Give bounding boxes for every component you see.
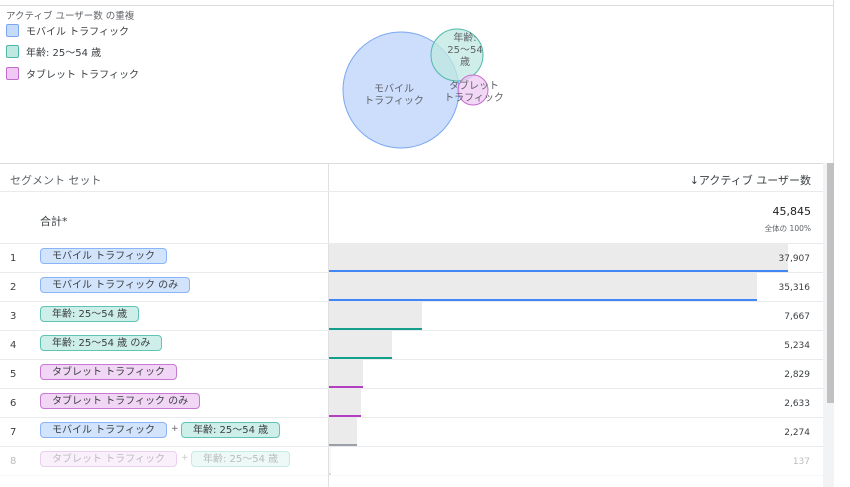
value-bar-underline	[329, 473, 331, 475]
table-row[interactable]: 2 モバイル トラフィック のみ 35,316	[0, 273, 834, 302]
legend-label: 年齢: 25〜54 歳	[26, 47, 102, 59]
legend-swatch	[6, 66, 19, 80]
row-value: 137	[792, 457, 810, 467]
segment-chip[interactable]: タブレット トラフィック のみ	[40, 393, 201, 409]
scrollbar-thumb[interactable]	[827, 163, 834, 403]
arrow-down-icon: ↓	[689, 174, 699, 187]
legend-label: モバイル トラフィック	[26, 26, 129, 38]
row-value: 2,829	[784, 370, 810, 380]
row-number: 6	[10, 398, 17, 409]
column-divider	[328, 163, 329, 487]
legend-item-tablet[interactable]: タブレット トラフィック	[6, 65, 139, 81]
segment-chip[interactable]: モバイル トラフィック	[40, 248, 167, 264]
total-label: 合計*	[40, 215, 68, 228]
row-divider	[0, 330, 834, 331]
plus-separator: +	[181, 453, 189, 463]
value-bar-underline	[329, 386, 363, 388]
row-value: 2,633	[784, 399, 810, 409]
legend-label: タブレット トラフィック	[26, 69, 139, 81]
column-header-segment-set[interactable]: セグメント セット	[10, 174, 102, 187]
value-bar-underline	[329, 357, 392, 359]
segment-chip[interactable]: 年齢: 25〜54 歳	[191, 451, 291, 467]
row-divider	[0, 272, 834, 273]
value-bar-underline	[329, 444, 357, 446]
row-number: 7	[10, 427, 17, 438]
row-divider	[0, 359, 834, 360]
value-bar-underline	[329, 270, 788, 272]
venn-label-tablet-2: トラフィック	[444, 92, 504, 104]
value-bar	[329, 273, 757, 301]
venn-label-age-2: 25〜54	[447, 45, 482, 56]
total-value: 45,845	[772, 205, 812, 218]
row-divider	[0, 301, 834, 302]
row-divider	[0, 475, 834, 476]
total-divider	[0, 243, 834, 244]
row-value: 7,667	[784, 312, 810, 322]
table-row[interactable]: 4 年齢: 25〜54 歳 のみ 5,234	[0, 331, 834, 360]
segment-chip[interactable]: モバイル トラフィック	[40, 422, 167, 438]
plus-separator: +	[171, 424, 179, 434]
table-row[interactable]: 5 タブレット トラフィック 2,829	[0, 360, 834, 389]
venn-circle-tablet[interactable]	[457, 74, 489, 106]
table-row[interactable]: 6 タブレット トラフィック のみ 2,633	[0, 389, 834, 418]
venn-label-mobile-2: トラフィック	[364, 95, 424, 107]
table-row[interactable]: 7 モバイル トラフィック + 年齢: 25〜54 歳 2,274	[0, 418, 834, 447]
row-value: 37,907	[778, 254, 811, 264]
panel-top-border	[0, 5, 834, 6]
header-divider	[0, 191, 834, 192]
segment-chip[interactable]: タブレット トラフィック	[40, 364, 177, 380]
segment-chip[interactable]: タブレット トラフィック	[40, 451, 177, 467]
row-value: 5,234	[784, 341, 810, 351]
venn-label-mobile-1: モバイル	[374, 83, 414, 95]
segment-chip[interactable]: モバイル トラフィック のみ	[40, 277, 191, 293]
row-number: 1	[10, 253, 17, 264]
value-bar	[329, 360, 363, 388]
table-top-divider	[0, 163, 834, 164]
legend-item-mobile[interactable]: モバイル トラフィック	[6, 22, 129, 38]
legend-swatch	[6, 44, 19, 58]
column-header-active-users[interactable]: ↓アクティブ ユーザー数	[689, 174, 811, 187]
row-number: 4	[10, 340, 17, 351]
segment-chip[interactable]: 年齢: 25〜54 歳	[40, 306, 140, 322]
segment-chip[interactable]: 年齢: 25〜54 歳	[181, 422, 281, 438]
value-bar-underline	[329, 328, 422, 330]
row-divider	[0, 388, 834, 389]
value-bar	[329, 389, 361, 417]
venn-label-age-1: 年齢:	[453, 31, 476, 44]
value-bar-underline	[329, 415, 361, 417]
venn-title: アクティブ ユーザー数 の重複	[6, 11, 135, 22]
total-percent: 全体の 100%	[764, 224, 811, 233]
row-number: 5	[10, 369, 17, 380]
row-value: 2,274	[784, 428, 810, 438]
table-row[interactable]: 3 年齢: 25〜54 歳 7,667	[0, 302, 834, 331]
venn-label-age-3: 歳	[460, 56, 470, 68]
table-row[interactable]: 8 タブレット トラフィック + 年齢: 25〜54 歳 137	[0, 447, 834, 476]
row-value: 35,316	[778, 283, 811, 293]
value-bar	[329, 418, 357, 446]
venn-diagram: モバイル トラフィック 年齢: 25〜54 歳 タブレット トラフィック	[342, 28, 504, 149]
legend-item-age[interactable]: 年齢: 25〜54 歳	[6, 43, 101, 59]
venn-circle-age[interactable]	[430, 28, 484, 82]
value-bar-underline	[329, 299, 757, 301]
row-number: 3	[10, 311, 17, 322]
value-bar	[329, 447, 331, 475]
value-bar	[329, 244, 788, 272]
row-number: 8	[10, 456, 17, 467]
segment-table: セグメント セット ↓アクティブ ユーザー数 合計* 45,845 全体の 10…	[0, 163, 834, 487]
venn-label-tablet-1: タブレット	[449, 79, 499, 92]
table-row[interactable]: 1 モバイル トラフィック 37,907	[0, 244, 834, 273]
row-divider	[0, 446, 834, 447]
legend-swatch	[6, 23, 19, 37]
value-bar	[329, 302, 422, 330]
row-divider	[0, 417, 834, 418]
value-bar	[329, 331, 392, 359]
row-number: 2	[10, 282, 17, 293]
segment-chip[interactable]: 年齢: 25〜54 歳 のみ	[40, 335, 163, 351]
